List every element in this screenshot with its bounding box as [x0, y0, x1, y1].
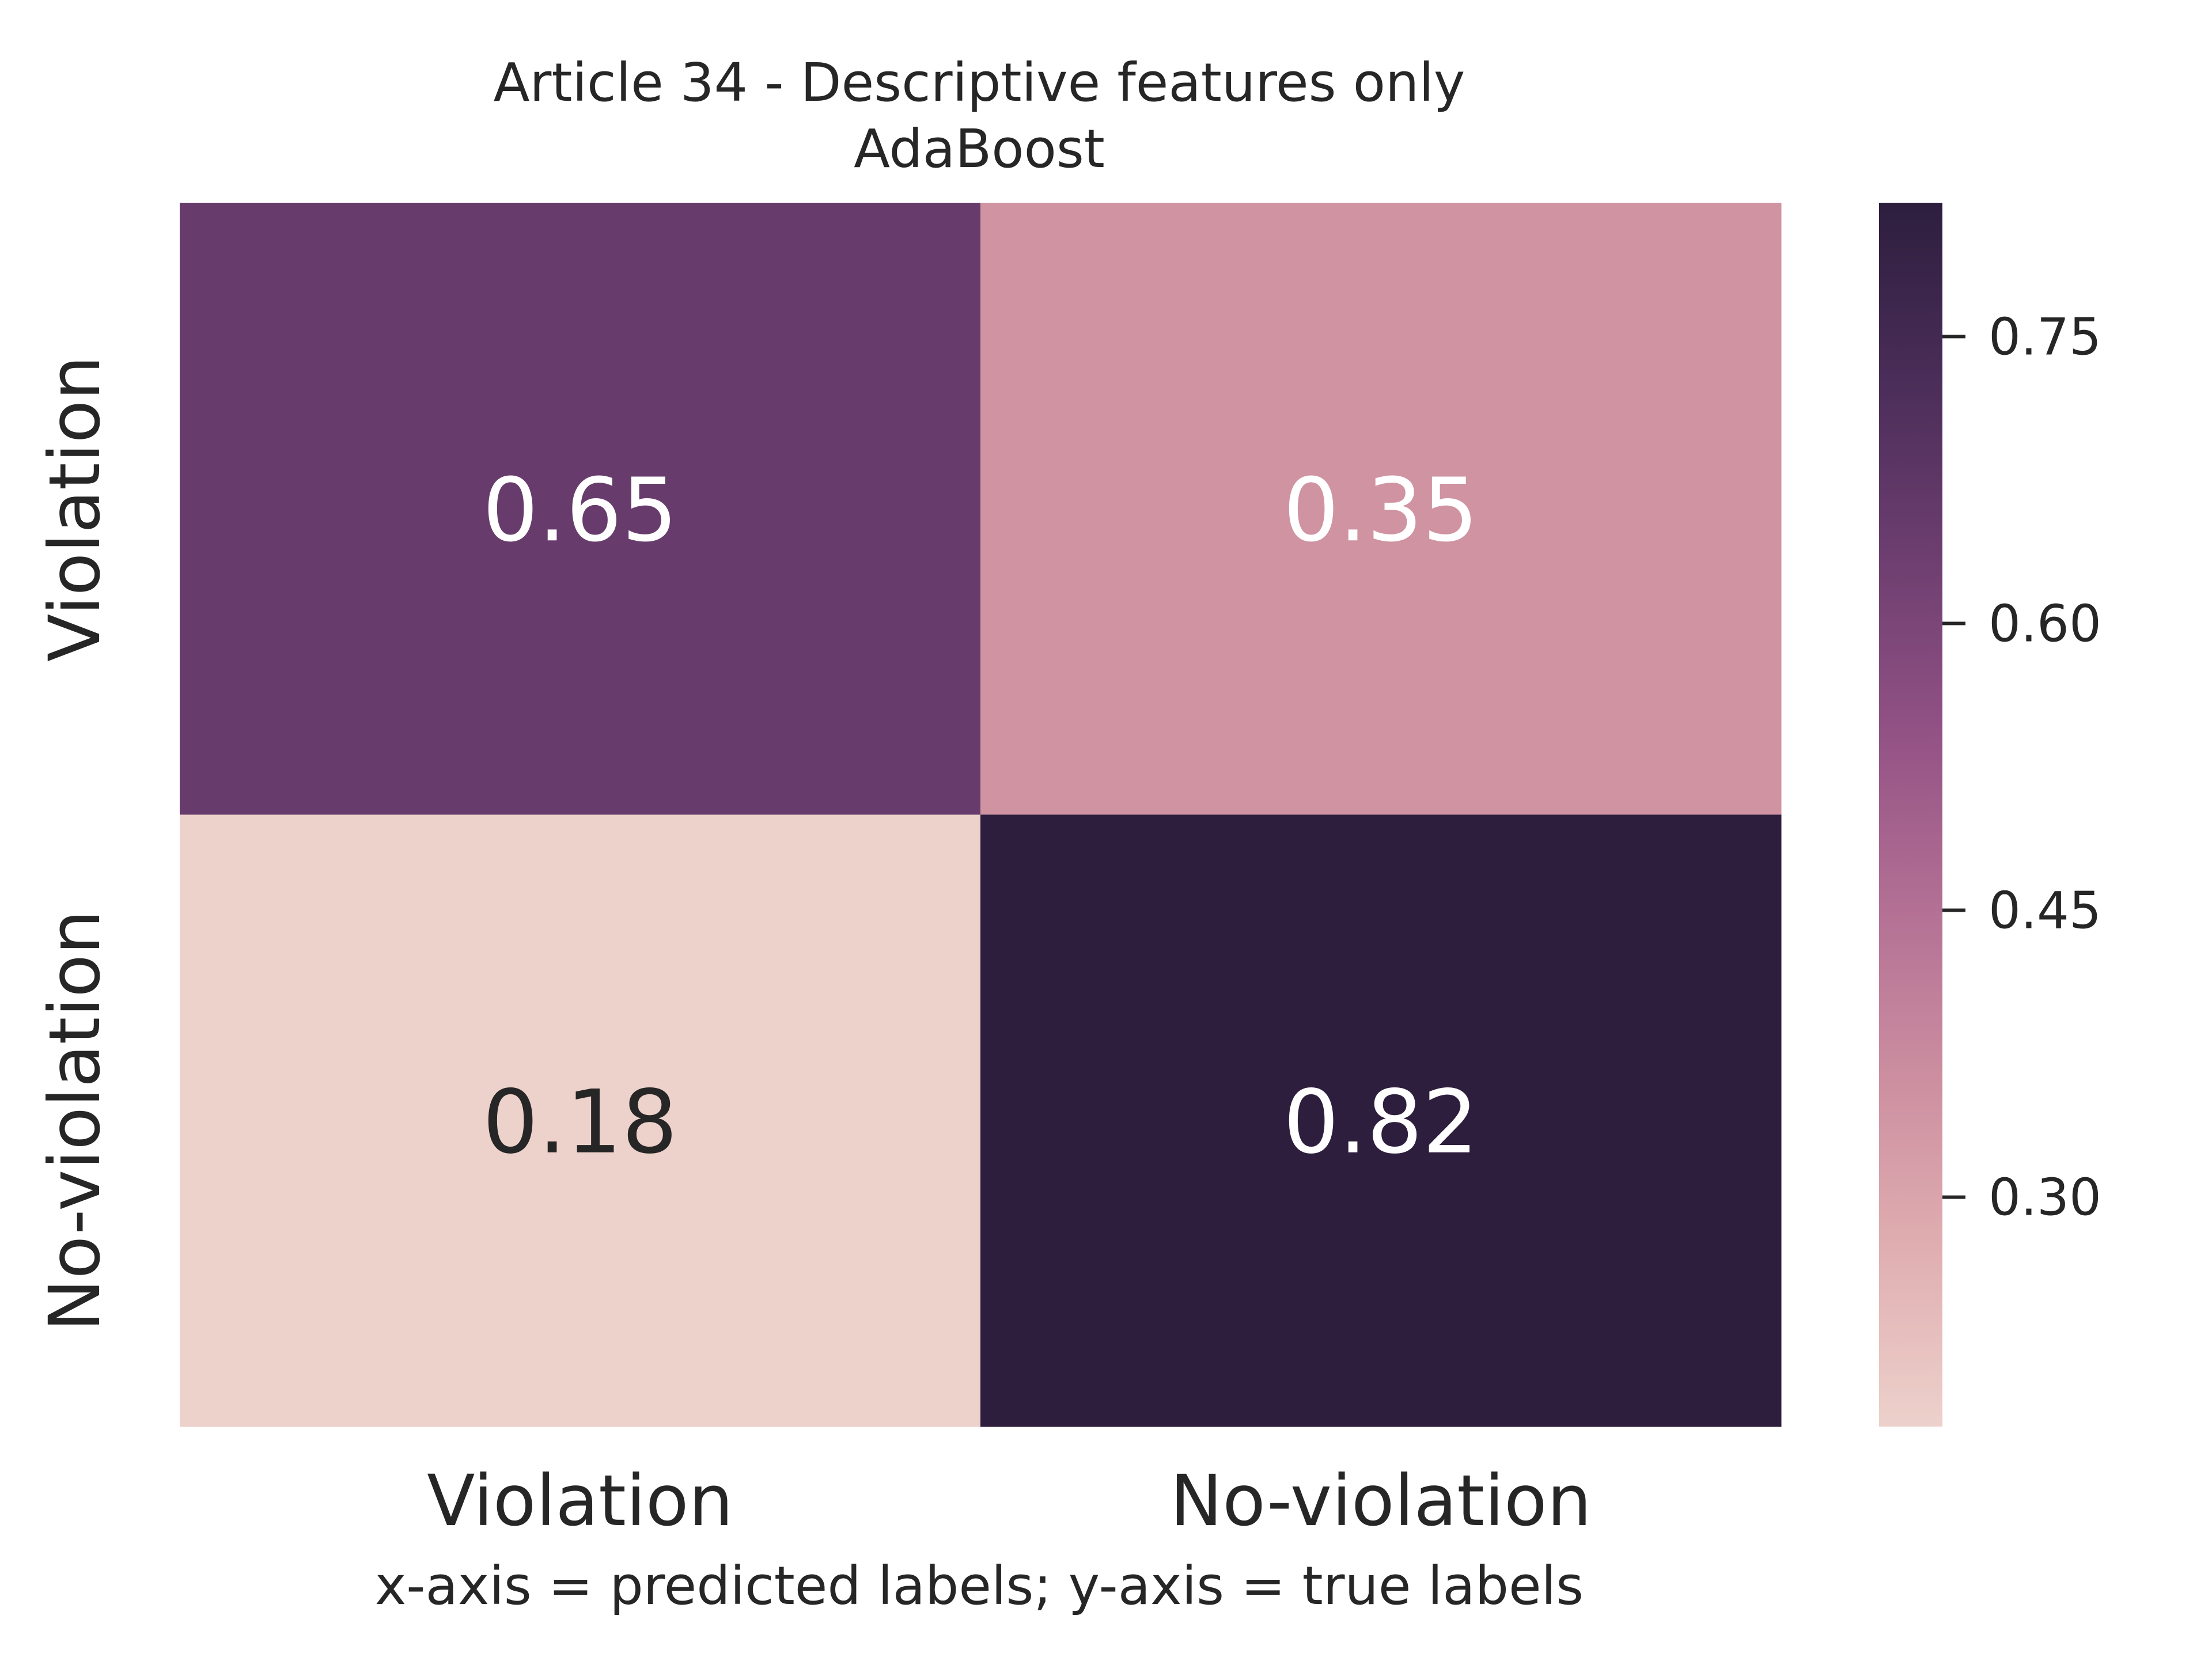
colorbar — [1879, 203, 1942, 1427]
chart-title: Article 34 - Descriptive features only — [494, 52, 1465, 113]
colorbar-tick-label-2: 0.60 — [1988, 594, 2101, 653]
heatmap-cell-r1-c1 — [980, 814, 1782, 1427]
cell-annotation-r0-c1: 0.35 — [1283, 459, 1478, 561]
y-tick-label-1: No-violation — [34, 910, 116, 1332]
x-tick-label-1: No-violation — [1170, 1460, 1592, 1542]
colorbar-gradient — [1879, 203, 1942, 1427]
colorbar-tick-label-0: 0.30 — [1988, 1168, 2101, 1227]
colorbar-tick-label-3: 0.75 — [1988, 307, 2101, 366]
cell-annotation-r1-c1: 0.82 — [1283, 1071, 1478, 1173]
cell-annotation-r0-c0: 0.65 — [483, 459, 677, 561]
x-axis-label: x-axis = predicted labels; y-axis = true… — [375, 1555, 1584, 1617]
y-tick-labels: Violation No-violation — [34, 355, 116, 1331]
x-tick-label-0: Violation — [427, 1460, 733, 1542]
y-tick-label-0: Violation — [34, 355, 116, 662]
chart-subtitle: AdaBoost — [854, 118, 1105, 180]
x-tick-labels: Violation No-violation — [427, 1460, 1592, 1542]
heatmap-cell-r0-c1 — [980, 203, 1782, 815]
colorbar-ticks: 0.30 0.45 0.60 0.75 — [1942, 307, 2101, 1227]
heatmap-cells — [180, 203, 1782, 1427]
heatmap-cell-r0-c0 — [180, 203, 981, 815]
colorbar-tick-label-1: 0.45 — [1988, 881, 2101, 941]
cell-annotation-r1-c0: 0.18 — [483, 1071, 677, 1173]
heatmap-annotations: 0.65 0.35 0.18 0.82 — [483, 459, 1478, 1173]
heatmap-cell-r1-c0 — [180, 814, 981, 1427]
